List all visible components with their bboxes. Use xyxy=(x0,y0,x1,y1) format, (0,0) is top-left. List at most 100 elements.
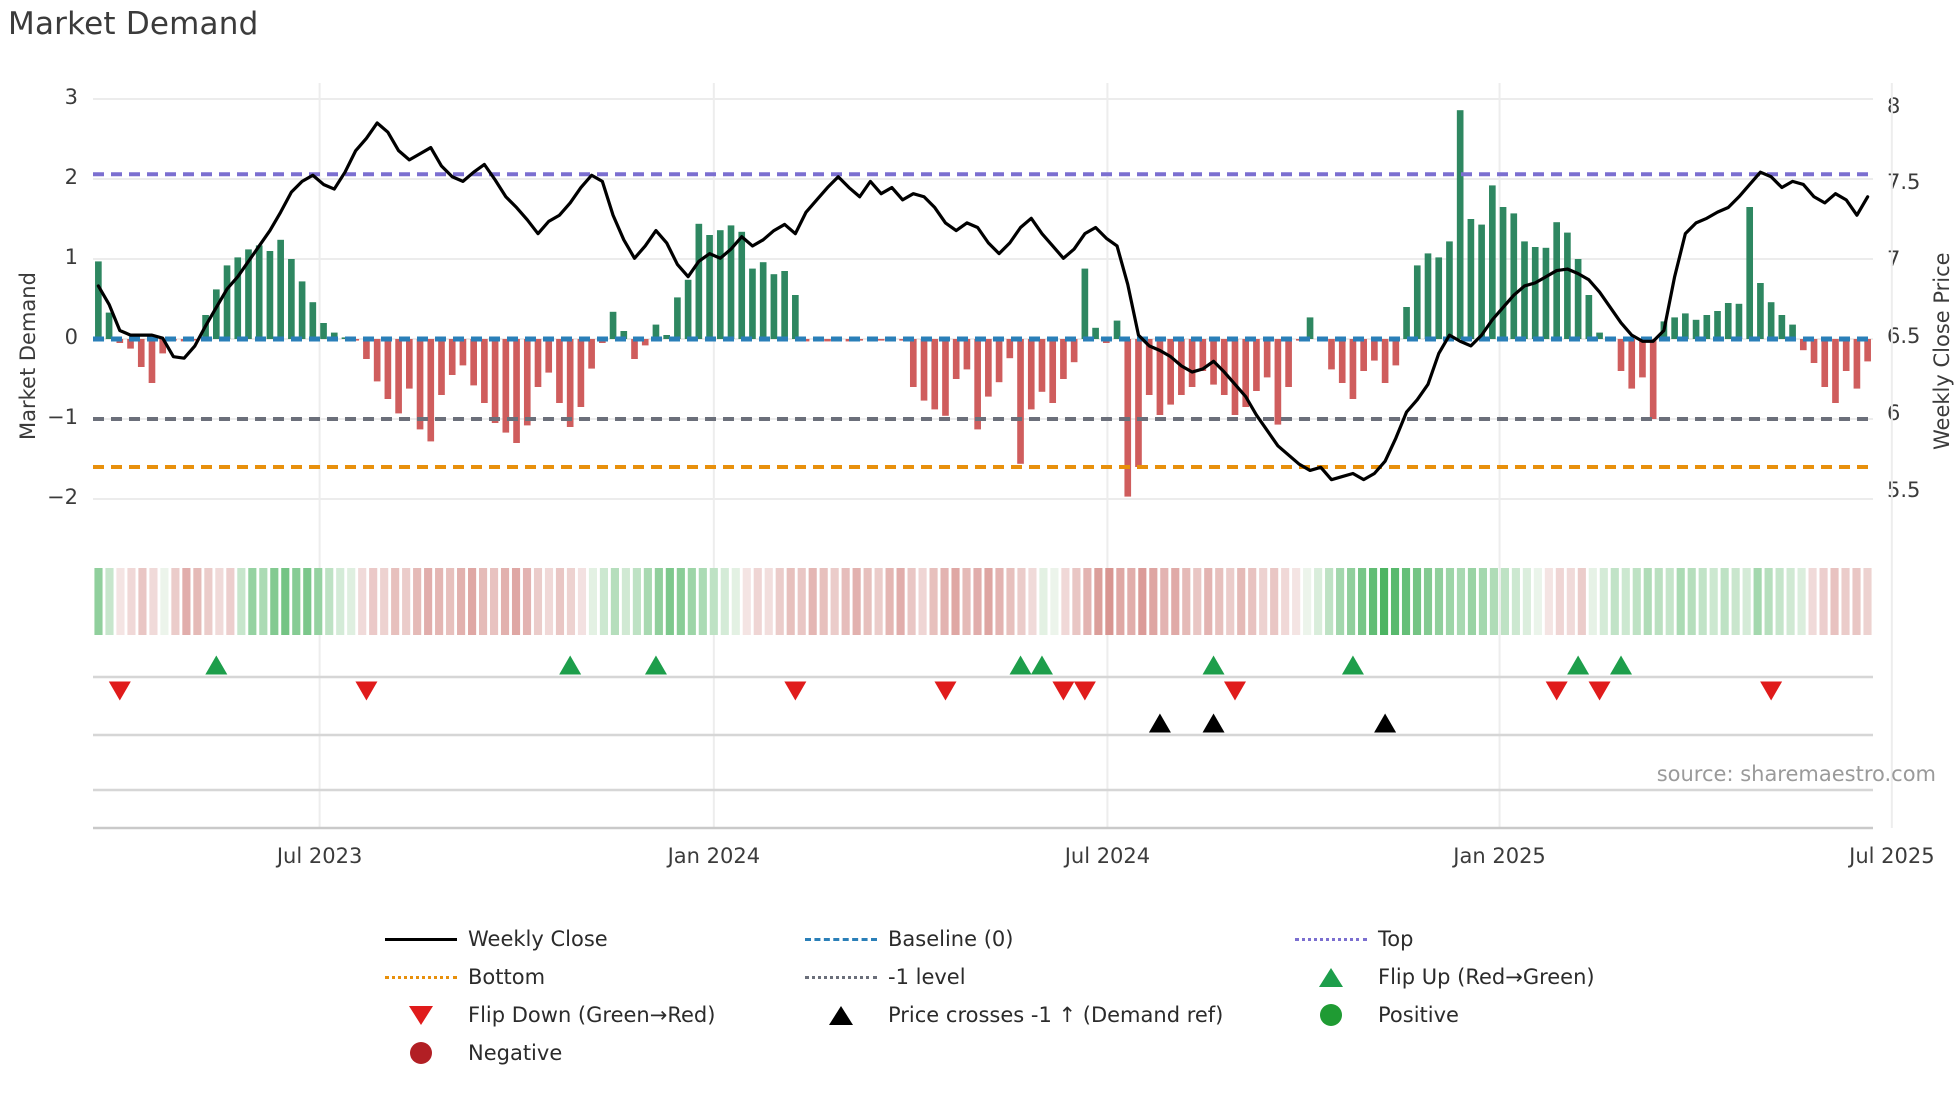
legend-item-negative[interactable]: Negative xyxy=(378,1034,798,1072)
heatmap-band xyxy=(720,568,729,635)
demand-bar-negative xyxy=(1853,339,1861,389)
heatmap-band xyxy=(1281,568,1290,635)
flip-up-marker xyxy=(644,655,667,675)
demand-bar-positive xyxy=(288,259,295,339)
demand-bar-negative xyxy=(1017,339,1024,464)
heatmap-band xyxy=(951,568,960,635)
heatmap-band xyxy=(1478,568,1488,635)
demand-bar-positive xyxy=(1596,332,1603,339)
heatmap-band xyxy=(468,568,477,635)
demand-bar-negative xyxy=(1328,339,1335,370)
heatmap-band xyxy=(1764,568,1773,635)
heatmap-band xyxy=(1006,568,1015,635)
heatmap-band xyxy=(1665,568,1674,635)
heatmap-band xyxy=(632,568,641,635)
y-tick-left: −2 xyxy=(47,485,78,509)
flip-up-marker xyxy=(1202,655,1225,675)
legend-item-weekly-close[interactable]: Weekly Close xyxy=(378,920,798,958)
legend-item-minus-one-level[interactable]: -1 level xyxy=(798,958,1288,996)
heatmap-band xyxy=(325,568,334,635)
heatmap-band xyxy=(1061,568,1070,635)
demand-bar-negative xyxy=(974,339,981,430)
heatmap-band xyxy=(1698,568,1707,635)
heatmap-band xyxy=(1577,568,1586,635)
heatmap-band xyxy=(566,568,576,635)
demand-bar-positive xyxy=(1778,315,1786,339)
heatmap-band xyxy=(1325,568,1334,635)
demand-bar-positive xyxy=(95,261,102,339)
heatmap-band xyxy=(1171,568,1180,635)
flip-down-marker xyxy=(784,681,807,701)
legend-item-price-crosses[interactable]: Price crosses -1 ↑ (Demand ref) xyxy=(798,996,1288,1034)
demand-bar-positive xyxy=(1092,327,1099,339)
y-tick-right: 7 xyxy=(1887,247,1901,272)
demand-bar-negative xyxy=(577,339,585,407)
circle-icon xyxy=(410,1042,432,1064)
demand-bar-positive xyxy=(792,295,799,339)
demand-bar-negative xyxy=(491,339,499,423)
demand-bar-positive xyxy=(1521,241,1528,339)
legend-item-bottom[interactable]: Bottom xyxy=(378,958,798,996)
demand-bar-negative xyxy=(373,339,381,382)
demand-bar-negative xyxy=(1049,339,1057,403)
heatmap-band xyxy=(1720,568,1729,635)
legend-label-positive: Positive xyxy=(1378,1003,1459,1027)
heatmap-band xyxy=(610,568,619,635)
heatmap-band xyxy=(1347,568,1356,635)
legend-item-flip-up[interactable]: Flip Up (Red→Green) xyxy=(1288,958,1688,996)
legend-label-baseline: Baseline (0) xyxy=(888,927,1014,951)
heatmap-band xyxy=(874,568,883,635)
demand-bar-negative xyxy=(191,339,199,341)
legend-item-flip-down[interactable]: Flip Down (Green→Red) xyxy=(378,996,798,1034)
heatmap-band xyxy=(138,568,147,635)
heatmap-band xyxy=(533,568,543,635)
legend-label-negative: Negative xyxy=(468,1041,563,1065)
demand-bar-negative xyxy=(845,339,853,342)
heatmap-band xyxy=(1654,568,1663,635)
line-icon xyxy=(385,937,457,941)
demand-bar-positive xyxy=(1767,302,1775,339)
legend-key-baseline xyxy=(798,920,884,958)
legend-item-baseline[interactable]: Baseline (0) xyxy=(798,920,1288,958)
demand-bar-negative xyxy=(1070,339,1078,363)
y-tick-left: 2 xyxy=(64,165,78,189)
demand-bar-positive xyxy=(1553,222,1560,339)
demand-bar-positive xyxy=(255,245,263,339)
heatmap-band xyxy=(1270,568,1279,635)
heatmap-band xyxy=(676,568,685,635)
heatmap-band xyxy=(1017,568,1026,635)
demand-bar-negative xyxy=(1639,339,1646,378)
legend-item-top[interactable]: Top xyxy=(1288,920,1688,958)
heatmap-band xyxy=(1863,568,1872,635)
heatmap-band xyxy=(248,568,257,635)
flip-up-marker xyxy=(1567,655,1590,675)
heatmap-band xyxy=(424,568,433,635)
heatmap-band xyxy=(1841,568,1850,635)
heatmap-band xyxy=(1731,568,1740,635)
heatmap-band xyxy=(1643,568,1652,635)
demand-bar-negative xyxy=(363,339,370,359)
legend-item-positive[interactable]: Positive xyxy=(1288,996,1688,1034)
heatmap-band xyxy=(709,568,718,635)
demand-bar-negative xyxy=(1188,339,1196,387)
heatmap-band xyxy=(1621,568,1630,635)
heatmap-band xyxy=(1742,568,1751,635)
heatmap-band xyxy=(698,568,707,635)
heatmap-band xyxy=(402,568,411,635)
demand-bar-negative xyxy=(963,339,971,370)
y-tick-left: 3 xyxy=(64,85,78,109)
heatmap-band xyxy=(1193,568,1202,635)
heatmap-band xyxy=(1533,568,1542,635)
demand-bar-positive xyxy=(706,235,713,339)
demand-bar-negative xyxy=(1842,339,1850,371)
demand-bar-negative xyxy=(1832,339,1839,403)
heatmap-band xyxy=(1379,568,1389,635)
demand-bar-negative xyxy=(1145,339,1153,395)
heatmap-band xyxy=(1599,568,1608,635)
heatmap-band xyxy=(1588,568,1597,635)
heatmap-band xyxy=(995,568,1004,635)
demand-bar-positive xyxy=(1724,303,1732,339)
heatmap-band xyxy=(1445,568,1455,635)
demand-bar-positive xyxy=(309,302,317,339)
